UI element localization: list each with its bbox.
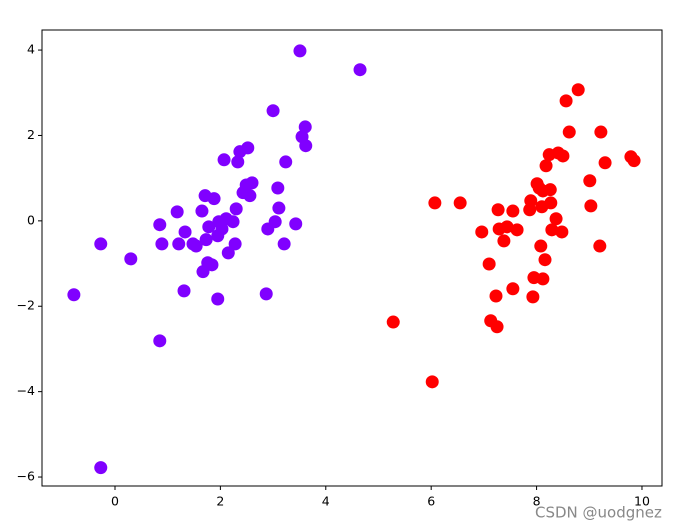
point (627, 154, 641, 168)
point (510, 223, 524, 237)
point (229, 202, 243, 216)
point (594, 125, 608, 139)
x-tick-label: 10 (634, 494, 650, 509)
point (544, 196, 558, 210)
point (556, 149, 570, 163)
point (549, 212, 563, 226)
point (211, 292, 225, 306)
point (153, 218, 167, 232)
point (490, 320, 504, 334)
point (543, 183, 557, 197)
point (571, 83, 585, 97)
point (177, 284, 191, 298)
point (534, 239, 548, 253)
point (178, 225, 192, 239)
point (170, 205, 184, 219)
point (524, 194, 538, 208)
point (226, 215, 240, 229)
point (386, 315, 400, 329)
point (243, 189, 257, 203)
point (593, 239, 607, 253)
point (425, 375, 439, 389)
x-tick-label: 4 (322, 494, 330, 509)
x-tick-label: 0 (111, 494, 119, 509)
y-tick-label: 4 (27, 42, 35, 57)
point (241, 141, 255, 155)
point (195, 204, 209, 218)
point (428, 196, 442, 210)
point (279, 155, 293, 169)
point (259, 287, 273, 301)
point (155, 237, 169, 251)
point (562, 125, 576, 139)
point (215, 222, 229, 236)
point (536, 272, 550, 286)
point (272, 201, 286, 215)
point (94, 237, 108, 251)
point (221, 246, 235, 260)
y-tick-label: −2 (17, 298, 35, 313)
point (482, 257, 496, 271)
point (453, 196, 467, 210)
point (217, 153, 231, 167)
point (500, 220, 514, 234)
point (277, 237, 291, 251)
y-tick-label: −6 (17, 469, 35, 484)
point (199, 233, 213, 247)
point (293, 44, 307, 58)
point (271, 181, 285, 195)
point (539, 159, 553, 173)
point (207, 192, 221, 206)
point (497, 234, 511, 248)
plot-frame (41, 29, 663, 487)
point (202, 220, 216, 234)
point (526, 290, 540, 304)
point (124, 252, 138, 266)
point (153, 334, 167, 348)
point (67, 288, 81, 302)
x-tick-label: 2 (216, 494, 224, 509)
point (491, 203, 505, 217)
point (94, 461, 108, 475)
point (538, 253, 552, 267)
point (231, 155, 245, 169)
point (196, 265, 210, 279)
point (205, 258, 219, 272)
point (489, 289, 503, 303)
point (583, 174, 597, 188)
point (545, 223, 559, 237)
point (245, 176, 259, 190)
point (559, 94, 573, 108)
point (353, 63, 367, 77)
point (584, 199, 598, 213)
point (298, 120, 312, 134)
point (289, 217, 303, 231)
point (506, 204, 520, 218)
x-tick-label: 6 (427, 494, 435, 509)
point (189, 239, 203, 253)
point (266, 104, 280, 118)
point (228, 237, 242, 251)
y-tick-label: −4 (17, 383, 35, 398)
point (506, 282, 520, 296)
point (555, 225, 569, 239)
point (598, 156, 612, 170)
x-tick-label: 8 (533, 494, 541, 509)
watermark: CSDN @uodgnez (535, 504, 662, 522)
point (475, 225, 489, 239)
point (299, 139, 313, 153)
y-tick-label: 2 (27, 127, 35, 142)
point (172, 237, 186, 251)
y-tick-label: 0 (27, 212, 35, 227)
point (268, 215, 282, 229)
